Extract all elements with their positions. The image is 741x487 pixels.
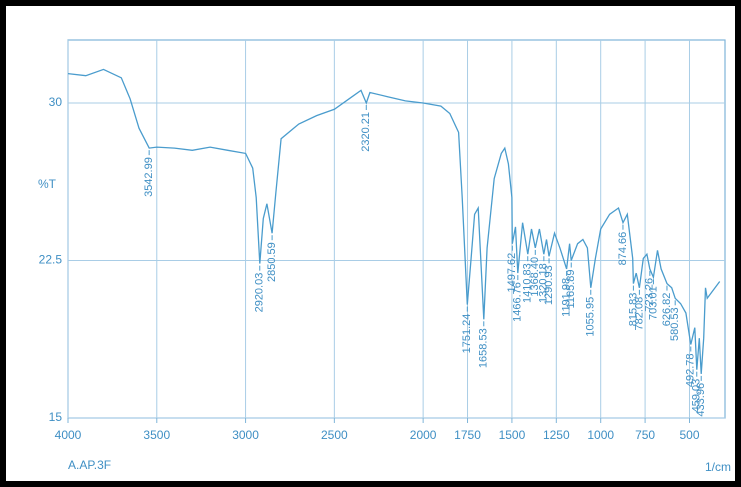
peak-label: 703.01 [647,286,659,320]
peak-label: 815.83 [627,293,639,327]
y-tick-label: 30 [49,95,63,109]
peak-label: 1497.62 [506,253,518,293]
peak-label: 874.66 [617,232,629,266]
x-tick-label: 750 [635,428,655,442]
x-tick-label: 1500 [499,428,526,442]
x-unit-label: 1/cm [705,460,731,474]
peak-label: 492.78 [685,354,697,388]
y-tick-label: 15 [49,410,63,424]
x-tick-label: 1750 [454,428,481,442]
x-tick-label: 1250 [543,428,570,442]
sample-label: A.AP.3F [68,458,111,472]
peak-label: 1658.53 [478,328,490,368]
peak-label: 1290.93 [543,265,555,305]
x-tick-label: 3500 [143,428,170,442]
x-tick-label: 500 [679,428,699,442]
peak-label: 1320.18 [538,263,550,303]
peak-label: 782.08 [633,297,645,331]
x-tick-label: 3000 [232,428,259,442]
peak-label: 2850.59 [266,242,278,282]
x-tick-label: 1000 [587,428,614,442]
y-axis-label: %T [38,177,57,191]
peak-label: 723.26 [644,278,656,312]
x-tick-label: 2000 [410,428,437,442]
spectrum-line [67,68,721,374]
peak-label: 1410.83 [522,263,534,303]
x-tick-label: 2500 [321,428,348,442]
peak-label: 1368.40 [529,257,541,297]
x-tick-label: 4000 [55,428,82,442]
peak-label: 3542.99 [143,157,155,197]
peak-label: 1165.89 [565,270,577,309]
plot-area [67,39,726,419]
peak-label: 626.82 [661,293,673,327]
peak-label: 1751.24 [461,314,473,354]
peak-label: 459.03 [691,379,703,413]
peak-label: 580.53 [669,307,681,341]
peak-label: 2320.21 [360,112,372,152]
peak-label: 1055.95 [585,297,597,337]
peak-label: 2920.03 [254,273,266,313]
y-tick-label: 22.5 [39,253,63,267]
peak-label: 1466.76 [512,282,524,322]
peak-label: 1191.98 [561,278,573,317]
peak-label: 433.96 [695,383,707,417]
